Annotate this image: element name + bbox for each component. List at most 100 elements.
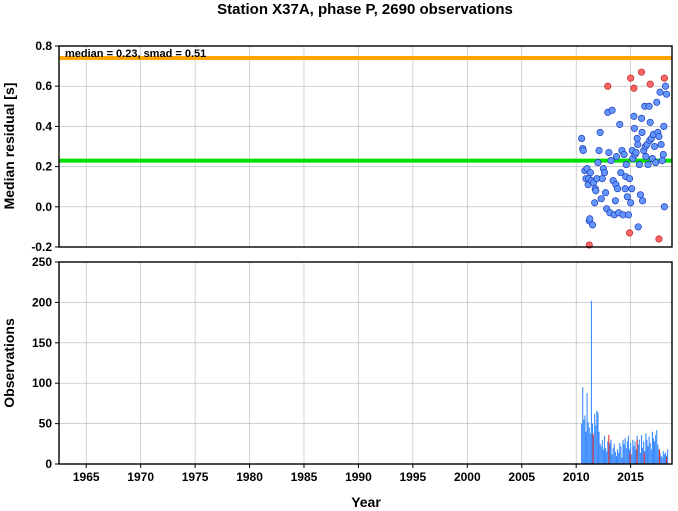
observation-bar [656,430,658,464]
residual-point [652,159,660,167]
x-tick-label: 2015 [617,470,644,484]
residual-panel-background [59,46,672,247]
observation-bar [657,444,659,464]
observation-bar [617,449,619,464]
residual-point [598,175,606,183]
observation-bar [635,449,637,464]
x-tick-label: 1980 [236,470,263,484]
observation-bar [594,413,596,464]
residual-point [628,185,636,193]
observation-bar [609,442,611,464]
x-tick-label: 1965 [73,470,100,484]
observation-bar [664,452,667,464]
residual-point [630,112,638,120]
observation-bar [645,433,647,464]
observation-bar [587,421,589,464]
observation-bar [597,412,599,464]
residual-point [605,148,613,157]
observation-bar [610,439,612,464]
chart-title: Station X37A, phase P, 2690 observations [217,1,513,18]
observation-outlier-bar [636,439,638,464]
residual-point [637,114,646,122]
residual-y-tick-label: 0.2 [35,160,52,174]
residual-outlier-point [630,84,638,92]
observations-y-axis-label: Observations [1,318,17,408]
residual-point [579,146,587,155]
residual-point [621,185,629,193]
residual-point [588,221,597,229]
residual-points [578,68,671,249]
x-tick-label: 1975 [182,470,209,484]
observation-bar [584,415,586,464]
observation-bar [663,454,665,464]
observations-y-tick-label: 250 [32,255,52,269]
observation-outlier-bar [666,457,668,464]
x-tick-label: 1970 [127,470,154,484]
residual-point [639,197,647,205]
residual-y-axis-label: Median residual [s] [1,83,17,210]
observation-bar [590,300,592,464]
residual-point [607,157,615,165]
residual-point [597,195,605,203]
observation-bar [623,443,625,464]
residual-point [625,175,634,183]
observation-bar [660,455,662,464]
residual-point [614,185,622,193]
x-axis-ticks: 1965 1970 1975 1980 1985 1990 1995 2000 2005 2010… [73,464,644,484]
residual-point [635,161,643,169]
x-axis-label: Year [351,494,381,510]
residual-point [634,223,642,231]
observation-bar [627,435,629,464]
residual-point [596,128,604,136]
observation-bar [649,442,651,464]
residual-point [659,150,667,159]
observation-bar [600,446,602,464]
residual-point [616,120,624,128]
observation-bar [583,419,585,464]
residual-point [594,159,602,167]
observation-outlier-bar [658,449,661,464]
observation-bar [612,447,614,464]
observation-bar [640,434,643,464]
residual-point [638,128,646,136]
x-tick-label: 2010 [563,470,590,484]
residual-point [612,153,621,161]
residual-point [623,193,631,201]
observation-bar [631,454,633,464]
residual-y-ticks: -0.2 0.0 0.2 0.4 0.6 0.8 [31,39,59,254]
observation-bar [615,455,618,464]
observation-bar [647,446,649,464]
observation-bar [626,441,628,464]
observation-bar [620,446,622,464]
observation-bar [651,431,653,464]
residual-outlier-point [604,82,612,90]
residual-point [622,161,630,169]
observations-panel-background [59,262,672,464]
residual-point [660,122,668,130]
residual-y-tick-label: 0.4 [35,119,52,133]
residual-outlier-point [637,68,646,76]
residual-point [617,169,625,177]
observation-bar [632,439,634,464]
observations-y-ticks: 0 50 100 150 200 250 [32,255,59,471]
observation-bar [606,451,608,464]
observation-bar [595,425,597,464]
residual-point [633,134,641,143]
observation-bar [589,433,591,464]
observation-bar [624,438,626,464]
residual-point [646,118,654,126]
observation-bar [642,447,644,464]
observation-bar [605,447,607,464]
residual-annotation: median = 0.23, smad = 0.51 [65,48,206,60]
residual-point [657,140,665,149]
x-tick-label: 2005 [508,470,535,484]
observation-bar [639,452,641,464]
residual-point [627,199,635,207]
observation-bar [621,457,623,464]
residual-point [591,199,599,207]
residual-outlier-point [627,74,635,82]
residual-point [608,106,616,114]
observation-bar [648,436,650,464]
residual-y-tick-label: 0.0 [35,200,52,214]
residual-point [636,191,644,199]
